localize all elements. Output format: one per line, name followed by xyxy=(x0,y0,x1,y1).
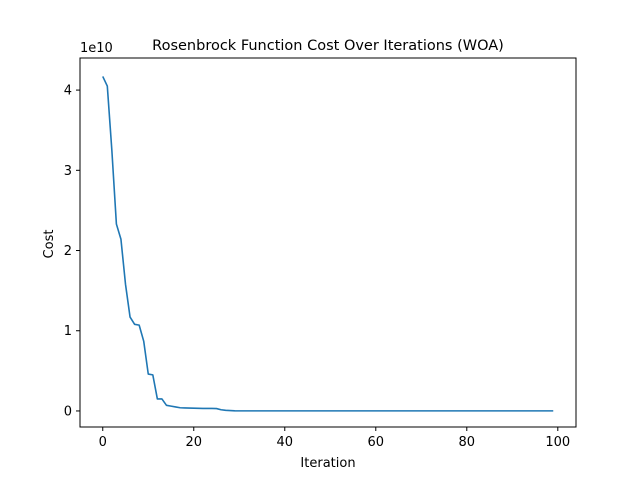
x-tick-label: 0 xyxy=(99,435,107,450)
axes-frame xyxy=(79,57,577,428)
y-tick-label: 2 xyxy=(64,244,72,259)
x-tick-label: 20 xyxy=(185,435,202,450)
y-axis-ticks: 0 1 2 3 4 xyxy=(64,84,80,419)
plot-area: 0 20 40 60 80 100 0 1 2 3 4 xyxy=(64,57,577,450)
y-tick-label: 3 xyxy=(64,164,72,179)
x-tick-label: 80 xyxy=(459,435,476,450)
x-tick-label: 40 xyxy=(276,435,293,450)
y-tick-label: 0 xyxy=(64,404,72,419)
chart-title: Rosenbrock Function Cost Over Iterations… xyxy=(152,38,504,54)
y-offset-label: 1e10 xyxy=(80,41,113,56)
y-axis-label: Cost xyxy=(42,230,57,259)
x-tick-label: 100 xyxy=(545,435,570,450)
x-axis-ticks: 0 20 40 60 80 100 xyxy=(99,427,570,450)
x-axis-label: Iteration xyxy=(300,456,355,471)
series-line xyxy=(102,76,554,412)
y-tick-label: 4 xyxy=(64,84,72,99)
x-tick-label: 60 xyxy=(368,435,385,450)
y-tick-label: 1 xyxy=(64,324,72,339)
